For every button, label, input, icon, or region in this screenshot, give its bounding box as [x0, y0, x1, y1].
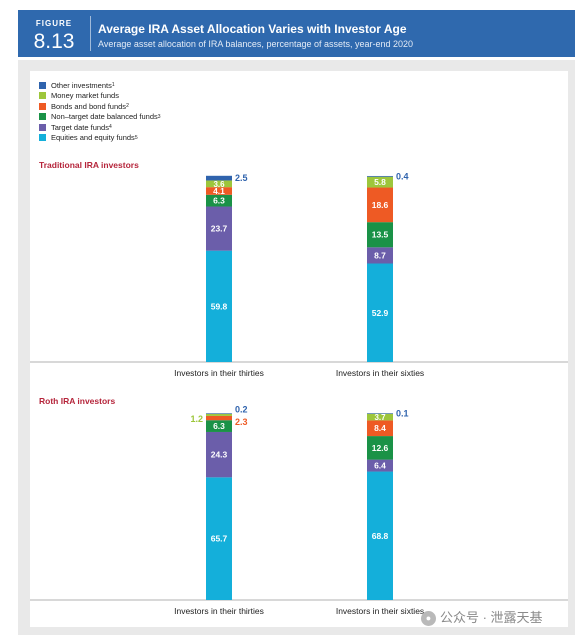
data-label-roth-0-4: 1.2: [190, 414, 203, 424]
legend-footnote: 5: [134, 134, 138, 141]
bar-segment-roth-1-1: [367, 459, 393, 472]
watermark-text: 公众号 · 泄露天基: [440, 610, 543, 625]
bar-segment-roth-0-2: [206, 420, 232, 432]
figure-number: 8.13: [33, 30, 75, 53]
bar-segment-traditional-0-1: [206, 206, 232, 251]
bar-segment-roth-0-4: [206, 413, 232, 416]
data-label-traditional-0-0: 59.8: [211, 301, 228, 311]
legend-item-bonds: Bonds and bond funds 2: [39, 101, 161, 112]
legend-label: Bonds and bond funds: [51, 101, 127, 111]
legend-label: Other investments: [51, 80, 112, 90]
data-label-roth-0-0: 65.7: [211, 534, 228, 544]
bar-segment-roth-1-3: [367, 420, 393, 437]
category-label-roth-1: Investors in their sixties: [336, 606, 424, 616]
legend-swatch: [39, 81, 46, 89]
bar-segment-traditional-1-1: [367, 247, 393, 264]
bar-segment-traditional-1-4: [367, 176, 393, 188]
bar-segment-roth-1-4: [367, 413, 393, 421]
bar-segment-roth-0-1: [206, 431, 232, 478]
legend-label: Money market funds: [51, 91, 119, 101]
bar-segment-roth-1-0: [367, 471, 393, 600]
data-label-roth-1-0: 68.8: [372, 531, 389, 541]
bar-segment-traditional-1-0: [367, 263, 393, 362]
bar-segment-traditional-1-5: [367, 175, 393, 177]
data-label-traditional-1-3: 18.6: [372, 200, 389, 210]
figure-header: FIGURE 8.13 Average IRA Asset Allocation…: [18, 10, 575, 57]
figure-word: FIGURE: [35, 19, 73, 28]
bar-segment-traditional-0-2: [206, 194, 232, 207]
legend-swatch: [39, 92, 46, 100]
figure-title: Average IRA Asset Allocation Varies with…: [98, 22, 407, 36]
legend-swatch: [39, 134, 46, 142]
legend-label: Target date funds: [51, 122, 109, 132]
legend-item-target-date: Target date funds 4: [39, 122, 161, 133]
bar-segment-roth-0-0: [206, 477, 232, 600]
wechat-icon: ●: [421, 611, 436, 627]
category-label-traditional-0: Investors in their thirties: [174, 368, 264, 378]
data-label-roth-1-2: 12.6: [372, 443, 389, 453]
category-label-roth-0: Investors in their thirties: [174, 606, 264, 616]
legend-footnote: 1: [111, 82, 115, 89]
data-label-roth-0-5: 0.2: [235, 404, 248, 414]
watermark: ● 公众号 · 泄露天基: [421, 607, 543, 627]
legend-footnote: 2: [126, 103, 129, 110]
bar-segment-traditional-0-4: [206, 180, 232, 188]
data-label-roth-0-2: 6.3: [213, 421, 225, 431]
data-label-roth-0-3: 2.3: [235, 417, 248, 427]
bar-segment-traditional-0-3: [206, 187, 232, 195]
bar-segment-roth-0-5: [206, 413, 232, 414]
chart-card: [30, 71, 568, 627]
data-label-traditional-1-2: 13.5: [372, 230, 389, 240]
data-label-traditional-0-4: 3.6: [213, 180, 225, 189]
bar-segment-roth-1-2: [367, 436, 393, 460]
legend-swatch: [39, 113, 46, 121]
data-label-roth-1-4: 3.7: [374, 413, 386, 422]
legend-item-money-market: Money market funds: [39, 91, 161, 102]
chart-title-roth: Roth IRA investors: [39, 396, 116, 406]
data-label-roth-1-5: 0.1: [396, 408, 409, 418]
bar-segment-roth-1-5: [367, 413, 393, 414]
bar-segment-traditional-0-5: [206, 175, 232, 181]
bar-segment-traditional-0-0: [206, 250, 232, 362]
legend: Other investments 1 Money market funds Bo…: [39, 80, 161, 143]
category-label-traditional-1: Investors in their sixties: [336, 368, 424, 378]
data-label-traditional-1-5: 0.4: [396, 171, 409, 181]
data-label-traditional-0-2: 6.3: [213, 196, 225, 206]
legend-swatch: [39, 102, 46, 110]
legend-swatch: [39, 123, 46, 131]
data-label-traditional-0-1: 23.7: [211, 224, 228, 234]
data-label-traditional-1-4: 5.8: [374, 177, 386, 187]
legend-item-other: Other investments 1: [39, 80, 161, 91]
legend-label: Non–target date balanced funds: [51, 112, 158, 122]
bar-segment-traditional-1-3: [367, 187, 393, 223]
legend-item-balanced: Non–target date balanced funds 3: [39, 112, 161, 123]
bar-segment-roth-0-3: [206, 415, 232, 421]
data-label-traditional-0-3: 4.1: [213, 186, 225, 196]
legend-footnote: 3: [157, 113, 161, 120]
data-label-roth-0-1: 24.3: [211, 450, 228, 460]
figure-badge: FIGURE 8.13: [18, 10, 90, 57]
legend-item-equities: Equities and equity funds 5: [39, 133, 161, 144]
legend-footnote: 4: [108, 124, 112, 131]
bar-segment-traditional-1-2: [367, 222, 393, 248]
data-label-roth-1-1: 6.4: [374, 461, 386, 471]
chart-title-traditional: Traditional IRA investors: [39, 160, 139, 170]
legend-label: Equities and equity funds: [51, 133, 135, 143]
data-label-traditional-0-5: 2.5: [235, 173, 248, 183]
data-label-traditional-1-0: 52.9: [372, 308, 389, 318]
data-label-roth-1-3: 8.4: [374, 423, 386, 433]
header-divider: [90, 16, 91, 51]
figure-subtitle: Average asset allocation of IRA balances…: [98, 39, 414, 49]
data-label-traditional-1-1: 8.7: [374, 250, 386, 260]
